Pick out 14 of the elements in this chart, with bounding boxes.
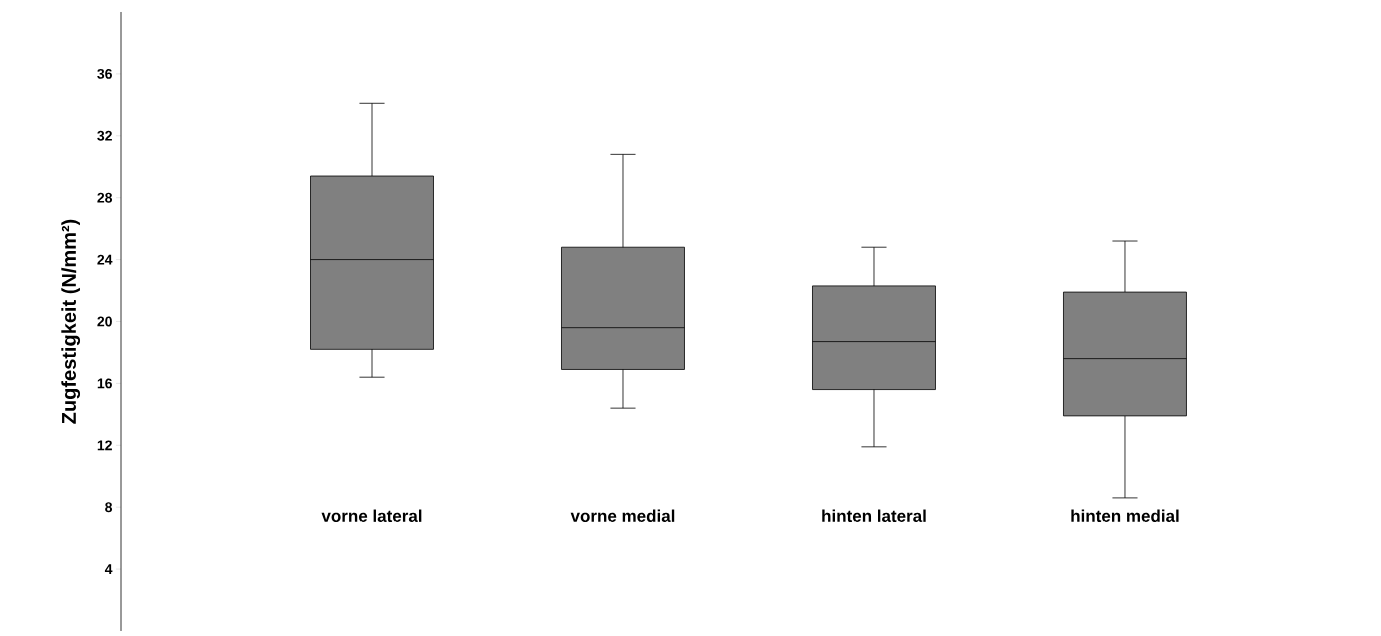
y-tick-label: 28 bbox=[97, 192, 113, 203]
y-tick-label: 12 bbox=[97, 440, 112, 451]
x-tick-label: hinten medial bbox=[1071, 509, 1179, 523]
x-tick-label: vorne medial bbox=[570, 509, 675, 523]
y-tick-label: 8 bbox=[105, 502, 113, 513]
x-tick-label: vorne lateral bbox=[321, 509, 422, 523]
y-tick-label: 32 bbox=[97, 130, 112, 141]
y-tick-label: 16 bbox=[97, 378, 112, 389]
y-tick-label: 4 bbox=[104, 564, 113, 574]
y-tick-label: 36 bbox=[97, 68, 112, 79]
x-tick-label: hinten lateral bbox=[822, 509, 926, 523]
y-tick-label: 20 bbox=[97, 316, 112, 327]
y-axis-title: Zugfestigkeit (N/mm²) bbox=[61, 219, 81, 424]
y-tick-label: 24 bbox=[97, 254, 113, 265]
